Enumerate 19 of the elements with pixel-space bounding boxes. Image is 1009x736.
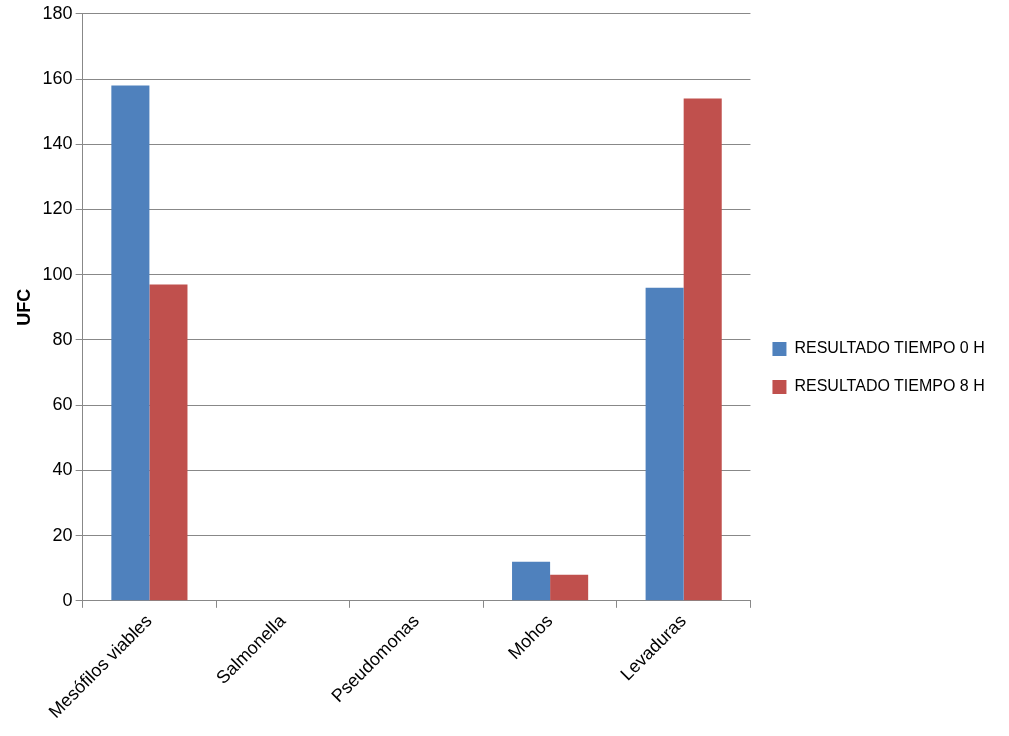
y-tick-label: 0 [62, 589, 73, 610]
y-axis-title: UFC [13, 288, 34, 326]
bar [111, 85, 150, 601]
y-tick-label: 140 [42, 133, 73, 154]
y-tick-label: 20 [52, 524, 73, 545]
bar [550, 574, 589, 601]
y-tick-label: 80 [52, 328, 73, 349]
y-tick-label: 120 [42, 198, 73, 219]
y-tick-label: 100 [42, 263, 73, 284]
legend-label: RESULTADO TIEMPO 8 H [794, 377, 985, 395]
y-tick-label: 40 [52, 459, 73, 480]
bar [645, 287, 684, 601]
legend-label: RESULTADO TIEMPO 0 H [794, 339, 985, 357]
bar [512, 561, 551, 601]
bar [149, 284, 188, 601]
bar [683, 98, 722, 601]
y-tick-label: 160 [42, 67, 73, 88]
y-tick-label: 60 [52, 394, 73, 415]
y-tick-label: 180 [42, 2, 73, 23]
